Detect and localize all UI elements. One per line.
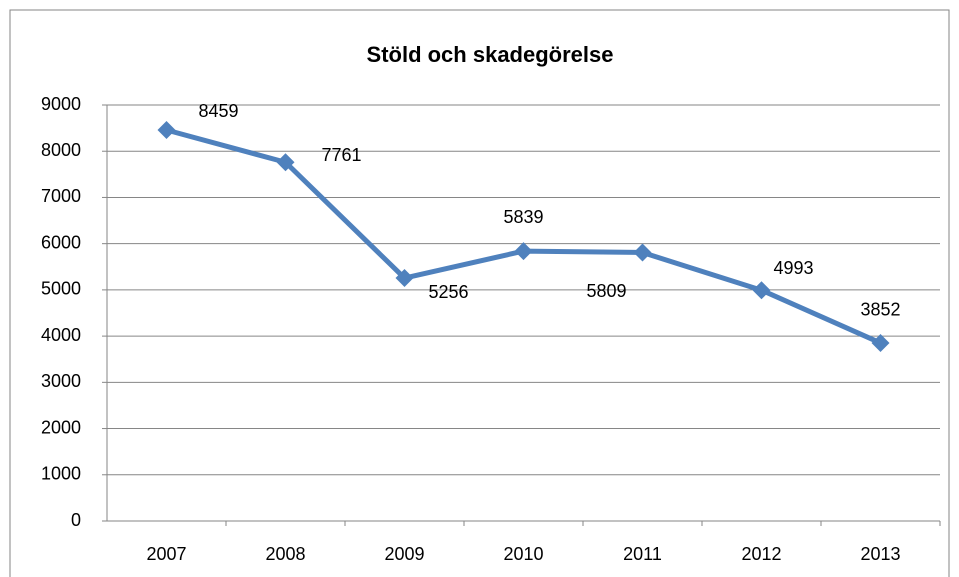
data-label: 5256 bbox=[428, 282, 468, 302]
data-label: 5809 bbox=[586, 281, 626, 301]
marker bbox=[633, 243, 652, 262]
x-tick-label: 2008 bbox=[265, 544, 305, 564]
marker bbox=[871, 333, 890, 352]
y-tick-label: 1000 bbox=[41, 464, 81, 484]
marker bbox=[395, 269, 414, 288]
marker bbox=[514, 242, 533, 261]
data-label: 5839 bbox=[503, 207, 543, 227]
y-tick-label: 0 bbox=[71, 510, 81, 530]
x-tick-label: 2012 bbox=[741, 544, 781, 564]
x-tick-label: 2007 bbox=[146, 544, 186, 564]
y-tick-label: 7000 bbox=[41, 186, 81, 206]
y-tick-label: 6000 bbox=[41, 232, 81, 252]
x-tick-label: 2010 bbox=[503, 544, 543, 564]
y-tick-label: 9000 bbox=[41, 94, 81, 114]
data-label: 7761 bbox=[321, 145, 361, 165]
data-label: 4993 bbox=[773, 258, 813, 278]
y-tick-label: 4000 bbox=[41, 325, 81, 345]
chart-frame bbox=[9, 9, 950, 577]
marker bbox=[157, 121, 176, 140]
data-label: 8459 bbox=[198, 101, 238, 121]
marker bbox=[752, 281, 771, 300]
x-tick-label: 2013 bbox=[860, 544, 900, 564]
data-label: 3852 bbox=[860, 300, 900, 320]
y-tick-label: 5000 bbox=[41, 279, 81, 299]
y-tick-label: 3000 bbox=[41, 371, 81, 391]
y-tick-label: 8000 bbox=[41, 140, 81, 160]
x-tick-label: 2011 bbox=[623, 544, 662, 564]
marker bbox=[276, 153, 295, 172]
chart-title: Stöld och skadegörelse bbox=[367, 42, 614, 67]
y-tick-label: 2000 bbox=[41, 417, 81, 437]
x-tick-label: 2009 bbox=[384, 544, 424, 564]
